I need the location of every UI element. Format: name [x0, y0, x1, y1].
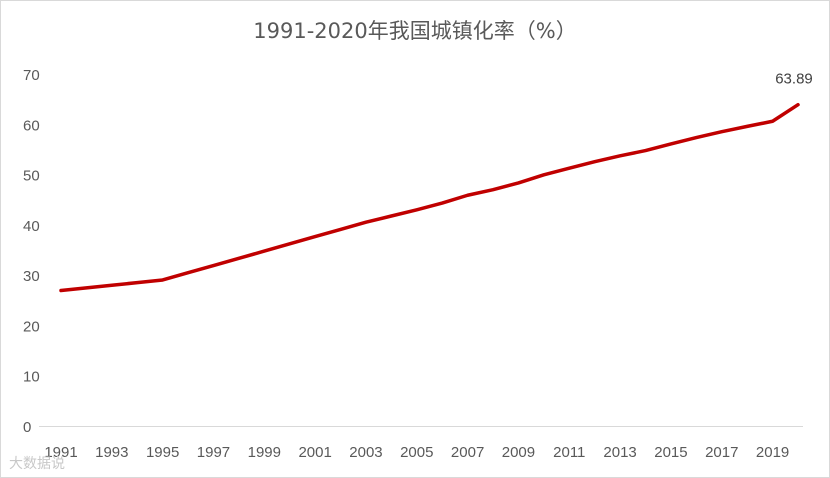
- data-point: [136, 281, 139, 284]
- y-tick-label: 30: [23, 268, 40, 285]
- data-point: [288, 242, 291, 245]
- data-point: [695, 136, 698, 139]
- data-point: [593, 160, 596, 163]
- data-point: [466, 194, 469, 197]
- watermark-text: 大数据说: [9, 456, 65, 472]
- data-point: [237, 257, 240, 260]
- data-point: [441, 202, 444, 205]
- data-point: [314, 235, 317, 238]
- data-point: [797, 103, 800, 106]
- data-point: [492, 188, 495, 191]
- watermark: 大数据说: [9, 453, 65, 473]
- x-tick-label: 1993: [95, 444, 128, 461]
- x-tick-label: 1995: [146, 444, 179, 461]
- chart-title: 1991-2020年我国城镇化率（%）: [253, 19, 577, 43]
- data-point: [542, 173, 545, 176]
- y-tick-label: 10: [23, 369, 40, 386]
- y-tick-label: 50: [23, 168, 40, 185]
- data-point: [644, 149, 647, 152]
- data-point: [390, 215, 393, 218]
- x-tick-label: 2011: [553, 444, 585, 461]
- data-label: 63.89: [775, 71, 813, 88]
- x-tick-label: 2015: [654, 444, 687, 461]
- data-point: [415, 208, 418, 211]
- x-tick-label: 2005: [400, 444, 433, 461]
- data-point: [263, 250, 266, 253]
- y-tick-label: 40: [23, 218, 40, 235]
- x-tick-label: 1991: [44, 444, 77, 461]
- data-point: [517, 181, 520, 184]
- series-line: [59, 102, 800, 293]
- x-tick-label: 1997: [197, 444, 230, 461]
- x-tick-label: 1999: [248, 444, 281, 461]
- x-tick-label: 2013: [603, 444, 636, 461]
- x-tick-label: 2019: [756, 444, 789, 461]
- data-point: [720, 130, 723, 133]
- data-point: [60, 289, 63, 292]
- data-point: [364, 221, 367, 224]
- data-point: [746, 125, 749, 128]
- y-tick-label: 70: [23, 67, 40, 84]
- x-tick-label: 2009: [502, 444, 535, 461]
- data-point: [771, 120, 774, 123]
- data-point: [110, 284, 113, 287]
- data-point: [212, 264, 215, 267]
- data-point: [339, 228, 342, 231]
- x-tick-label: 2017: [705, 444, 738, 461]
- y-tick-label: 60: [23, 117, 40, 134]
- data-point: [187, 271, 190, 274]
- y-tick-label: 20: [23, 318, 40, 335]
- data-point: [161, 278, 164, 281]
- x-tick-label: 2003: [349, 444, 382, 461]
- data-point: [85, 286, 88, 289]
- x-tick-label: 2007: [451, 444, 484, 461]
- data-point: [669, 142, 672, 145]
- x-tick-label: 2001: [298, 444, 331, 461]
- data-point: [568, 167, 571, 170]
- data-point: [619, 154, 622, 157]
- y-tick-label: 0: [23, 419, 31, 436]
